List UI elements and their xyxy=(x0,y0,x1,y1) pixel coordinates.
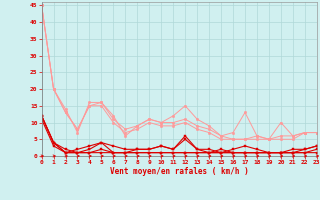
X-axis label: Vent moyen/en rafales ( km/h ): Vent moyen/en rafales ( km/h ) xyxy=(110,167,249,176)
